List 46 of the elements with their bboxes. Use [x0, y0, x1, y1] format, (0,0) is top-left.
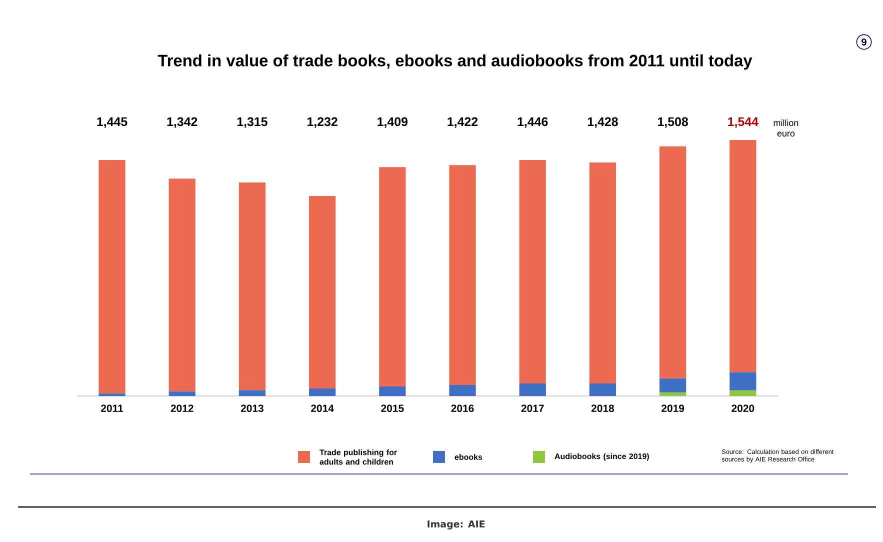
x-tick-label: 2019: [662, 404, 684, 412]
bar: [659, 146, 686, 378]
x-tick-label: 2018: [591, 404, 614, 412]
bar: [379, 167, 406, 387]
bar: [659, 392, 686, 396]
bar: [589, 383, 616, 396]
chart-title: Trend in value of trade books, ebooks and audiobooks from 2011 until today: [158, 54, 752, 70]
x-tick-label: 2015: [381, 404, 404, 412]
text: 1,544: [728, 117, 758, 128]
bar: [98, 393, 126, 396]
x-tick-label: 2017: [521, 404, 544, 412]
bar: [730, 390, 756, 396]
bar: [519, 383, 546, 396]
text: 1,342: [167, 117, 198, 128]
x-tick-label: 2011: [101, 404, 124, 412]
bar: [379, 386, 406, 396]
bar: [308, 388, 336, 396]
bar: [519, 160, 546, 384]
text: 1,445: [97, 117, 128, 128]
bar: [238, 390, 266, 396]
bar: [238, 182, 266, 390]
text: 1,409: [378, 117, 408, 128]
bar: [168, 391, 196, 396]
text: 1,232: [308, 117, 338, 128]
bar: [449, 165, 476, 385]
text: 1,446: [518, 117, 548, 128]
bar: [308, 196, 336, 389]
x-tick-label: 2020: [732, 404, 754, 412]
x-tick-label: 2014: [311, 404, 334, 412]
text: 1,422: [448, 117, 478, 128]
text: Image: AIE: [428, 520, 485, 530]
text: 9: [862, 38, 866, 46]
text: 1,508: [658, 117, 688, 128]
bar: [168, 178, 196, 392]
bar: [730, 140, 756, 372]
bar: [730, 372, 756, 390]
y-axis-title: million euro: [774, 119, 798, 137]
bar: [589, 162, 616, 384]
bar: [98, 160, 126, 394]
x-tick-label: 2016: [451, 404, 474, 412]
x-tick-label: 2012: [170, 404, 194, 412]
x-tick-label: 2013: [240, 404, 264, 412]
text: 1,428: [588, 117, 618, 128]
text: 1,315: [237, 117, 268, 128]
bar: [659, 378, 686, 392]
bar: [449, 384, 476, 396]
